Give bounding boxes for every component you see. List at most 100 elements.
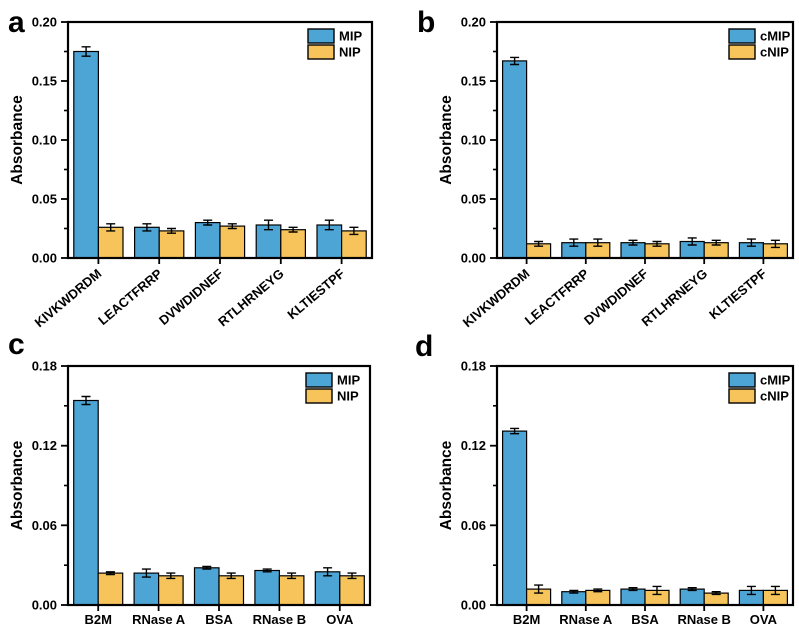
bar-MIP-KIVKWDRDM (73, 50, 100, 259)
x-tick-label: OVA (750, 612, 778, 626)
y-tick-label: 0.00 (32, 251, 57, 266)
legend-swatch-NIP (305, 388, 333, 404)
error-bar-NIP-DVWDIDNEF (227, 223, 237, 230)
bar-NIP-KIVKWDRDM (97, 226, 124, 259)
panel-a: a KIVKWDRDM LEACTFRRP DVWDIDNEF RTLHRNEYG KL… (0, 0, 400, 330)
y-tick-label: 0.20 (32, 15, 57, 30)
x-tick-label: B2M (513, 612, 540, 626)
x-tick-label: RNase A (132, 612, 186, 626)
bar-MIP-LEACTFRRP (134, 226, 160, 259)
error-bar-MIP-BSA (202, 565, 212, 570)
y-tick-label: 0.05 (461, 192, 486, 207)
y-axis-title: Absorbance (9, 440, 26, 530)
panel-label-a: a (8, 6, 25, 39)
error-bar-MIP-RTLHRNEYG (264, 219, 273, 231)
y-tick-label: 0.12 (461, 438, 486, 453)
legend-label-NIP: NIP (339, 45, 361, 60)
bar-NIP-RTLHRNEYG (280, 229, 306, 259)
bar-NIP-RNase A (158, 575, 184, 606)
error-bar-cNIP-OVA (770, 585, 780, 596)
bar-NIP-RNase B (278, 575, 305, 606)
error-bar-cNIP-KIVKWDRDM (534, 240, 544, 247)
error-bar-cMIP-BSA (628, 587, 638, 592)
panel-label-c: c (8, 328, 25, 361)
error-bars-layer (510, 427, 780, 596)
x-tick-label: BSA (631, 612, 659, 626)
y-tick-label: 0.05 (32, 192, 57, 207)
error-bar-cMIP-OVA (746, 585, 756, 596)
error-bar-MIP-LEACTFRRP (142, 223, 152, 232)
y-tick-label: 0.06 (461, 518, 486, 533)
y-axis-title: Absorbance (438, 95, 455, 185)
error-bar-MIP-OVA (323, 567, 333, 577)
error-bar-cMIP-KLTIESTPF (746, 238, 756, 247)
error-bar-MIP-KIVKWDRDM (81, 46, 91, 57)
bars-layer (73, 50, 367, 259)
legend-label-MIP: MIP (339, 29, 362, 44)
legend-label-cMIP: cMIP (760, 29, 791, 44)
legend-swatch-cMIP (728, 372, 756, 388)
error-bar-cNIP-RNase B (711, 591, 721, 596)
error-bar-MIP-DVWDIDNEF (203, 219, 213, 226)
bar-NIP-DVWDIDNEF (219, 225, 246, 259)
y-axis-title: Absorbance (9, 95, 26, 185)
error-bar-cMIP-RNase A (569, 589, 579, 594)
bar-cMIP-BSA (620, 588, 646, 606)
panel-d: d B2M RNase A BSA RNase B OVA 0.00 0.06 0.12 0.1… (400, 313, 799, 626)
bar-MIP-OVA (314, 571, 341, 606)
error-bar-NIP-RNase A (166, 572, 176, 580)
x-axis: B2M RNase A BSA RNase B OVA (84, 605, 354, 626)
plot-border (66, 364, 372, 607)
bar-NIP-LEACTFRRP (158, 230, 185, 259)
legend-swatch-cMIP (728, 28, 756, 44)
y-tick-label: 0.18 (32, 359, 57, 374)
error-bar-NIP-LEACTFRRP (167, 227, 176, 234)
bar-chart-d: B2M RNase A BSA RNase B OVA 0.00 0.06 0.12 0.18 A… (438, 359, 795, 626)
x-tick-label: B2M (84, 612, 111, 626)
error-bar-cMIP-RTLHRNEYG (687, 237, 697, 246)
legend-label-cNIP: cNIP (760, 389, 789, 404)
y-tick-label: 0.20 (461, 15, 486, 30)
panel-label-b: b (417, 6, 436, 39)
x-tick-label: RNase A (559, 612, 613, 626)
bar-cMIP-KIVKWDRDM (501, 60, 528, 259)
error-bar-NIP-B2M (105, 571, 115, 576)
error-bar-cNIP-DVWDIDNEF (652, 240, 662, 247)
x-tick-label: OVA (326, 612, 354, 626)
legend-swatch-MIP (305, 372, 333, 388)
bar-chart-a: KIVKWDRDMLEACTFRRPDVWDIDNEFRTLHRNEYGKLTI… (9, 15, 374, 330)
legend-label-MIP: MIP (337, 373, 360, 388)
y-axis: 0.00 0.06 0.12 0.18 (461, 359, 497, 613)
error-bar-NIP-BSA (226, 572, 236, 580)
error-bar-cNIP-BSA (652, 585, 662, 596)
error-bar-NIP-KLTIESTPF (349, 226, 359, 236)
bar-NIP-B2M (97, 572, 124, 606)
error-bars-layer (81, 395, 357, 580)
error-bar-NIP-RTLHRNEYG (288, 226, 298, 233)
error-bar-cNIP-LEACTFRRP (593, 238, 603, 247)
bar-MIP-B2M (73, 399, 99, 606)
x-tick-label: RNase B (253, 612, 306, 626)
bar-chart-c: B2M RNase A BSA RNase B OVA 0.00 0.06 0.12 0.18 A… (9, 359, 372, 626)
error-bar-cMIP-KIVKWDRDM (510, 56, 520, 66)
bar-MIP-RNase B (254, 569, 280, 606)
error-bar-MIP-B2M (81, 395, 91, 406)
y-tick-label: 0.15 (32, 74, 57, 89)
error-bar-cMIP-RNase B (687, 587, 697, 592)
y-axis: 0.00 0.05 0.10 0.15 0.20 (461, 15, 497, 266)
y-tick-label: 0.12 (32, 438, 57, 453)
plot-border (495, 364, 795, 607)
panel-b: b KIVKWDRDM LEACTFRRP DVWDIDNEF RTLHRNEYG KL… (400, 0, 799, 330)
y-tick-label: 0.10 (461, 133, 486, 148)
bar-MIP-RNase A (133, 572, 160, 606)
error-bar-cMIP-DVWDIDNEF (628, 239, 638, 246)
error-bar-cNIP-B2M (534, 584, 544, 594)
bar-NIP-BSA (218, 575, 245, 606)
plot-border (66, 20, 374, 260)
y-tick-label: 0.00 (461, 251, 486, 266)
y-tick-label: 0.06 (32, 518, 57, 533)
